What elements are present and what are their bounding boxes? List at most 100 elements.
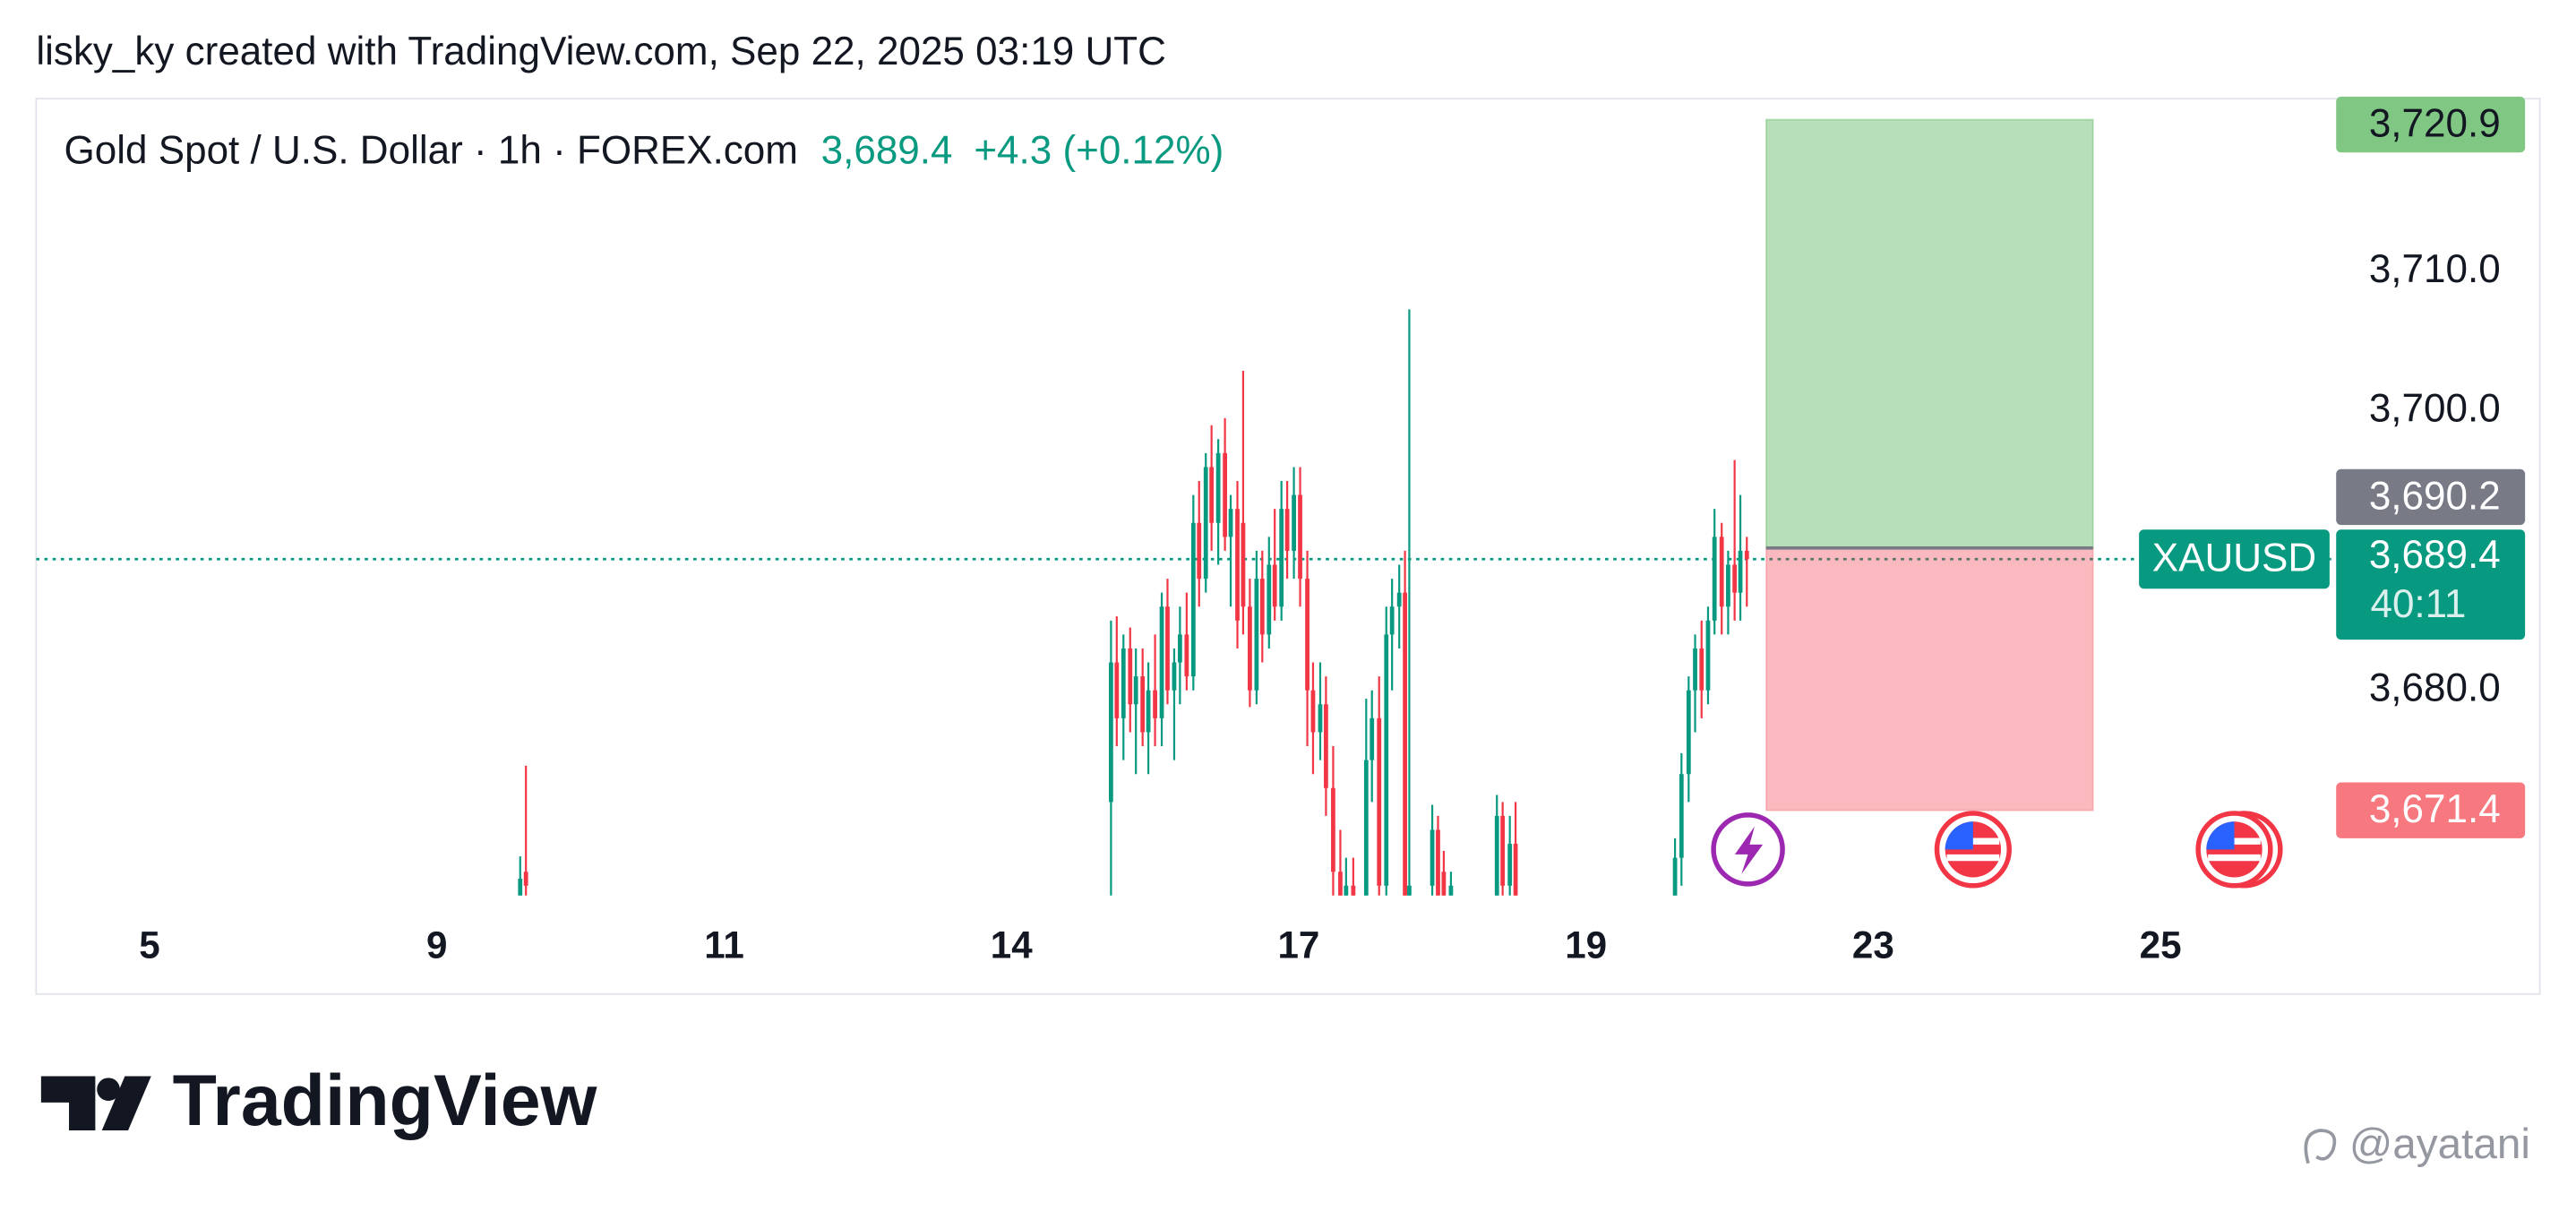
candle-body: [1128, 648, 1133, 705]
candle-body: [1744, 550, 1749, 560]
candle-body: [1377, 717, 1382, 886]
y-tick-label: 3,710.0: [2369, 247, 2501, 291]
candle-body: [1331, 787, 1335, 872]
candle-body: [1363, 760, 1369, 896]
candle-body: [1114, 662, 1120, 718]
candle-body: [1318, 704, 1323, 733]
candle-body: [1513, 844, 1518, 896]
countdown: 40:11: [2370, 582, 2466, 626]
event-icon: [2195, 811, 2283, 889]
candle-body: [518, 879, 523, 896]
candle-body: [1267, 564, 1272, 635]
candle-body: [1430, 829, 1435, 886]
last-price-box: [2336, 529, 2526, 640]
candle-body: [1407, 885, 1412, 896]
candle-body: [1396, 592, 1402, 607]
candle-body: [1712, 537, 1717, 621]
candle-body: [1732, 564, 1738, 593]
candle-body: [1338, 872, 1343, 896]
candle-body: [523, 872, 528, 886]
header: lisky_ky created with TradingView.com, S…: [36, 30, 1166, 73]
stop-label: 3,671.4: [2369, 787, 2501, 831]
candle-body: [1344, 885, 1349, 896]
watermark-icon: [2304, 1129, 2337, 1164]
stop-label-box: [2336, 782, 2526, 838]
candle-body: [1235, 509, 1240, 621]
candle-body: [1197, 522, 1202, 580]
x-tick-label: 23: [1852, 924, 1894, 966]
x-tick-label: 14: [991, 924, 1033, 966]
symbol-box: [2139, 529, 2330, 589]
candle-body: [1500, 815, 1506, 886]
candle-body: [1351, 885, 1356, 896]
candle-body: [1184, 634, 1189, 677]
profit-zone: [1765, 118, 2094, 549]
candle-body: [1140, 676, 1146, 733]
candle-body: [1241, 522, 1246, 607]
candle-body: [1203, 467, 1208, 580]
candle-body: [1190, 522, 1196, 677]
watermark: @ayatani: [2349, 1121, 2530, 1168]
candle-body: [1693, 648, 1697, 691]
candle-body: [1494, 815, 1499, 896]
candle-body: [1284, 509, 1290, 551]
y-tick-label: 3,680.0: [2369, 666, 2501, 709]
legend-change: +4.3 (+0.12%): [974, 128, 1224, 172]
candle-body: [1159, 606, 1164, 718]
candle-body: [1228, 509, 1233, 537]
logo: [40, 1076, 151, 1131]
candle-body: [1165, 606, 1170, 691]
candle-body: [1272, 564, 1277, 607]
candle-body: [1686, 690, 1691, 775]
candle-body: [1223, 452, 1227, 537]
candle-body: [1699, 648, 1704, 691]
symbol-label: XAUUSD: [2152, 537, 2316, 580]
candle-body: [1177, 634, 1182, 663]
x-tick-label: 25: [2140, 924, 2182, 966]
candle-body: [1310, 690, 1316, 733]
candle-body: [1719, 537, 1724, 607]
x-tick-label: 11: [704, 924, 744, 966]
overlay: [1765, 118, 2094, 812]
x-tick-label: 9: [426, 924, 447, 966]
plot-area: [36, 309, 2333, 896]
candle-body: [1298, 494, 1302, 580]
candle-body: [1705, 620, 1711, 691]
candle-body: [1389, 606, 1395, 635]
candle-body: [1146, 690, 1151, 733]
candle-body: [1172, 662, 1177, 691]
candle-body: [1292, 494, 1296, 551]
legend-price: 3,689.4: [821, 128, 953, 172]
candle-body: [1507, 844, 1513, 886]
candle-body: [1153, 690, 1157, 718]
candle-body: [1121, 648, 1126, 718]
candle-body: [1248, 606, 1252, 691]
candle-body: [1441, 872, 1447, 896]
candle-body: [1324, 704, 1328, 788]
last-price-label: 3,689.4: [2369, 533, 2501, 577]
symbol-title: Gold Spot / U.S. Dollar · 1h · FOREX.com: [64, 128, 798, 172]
entry-label: 3,690.2: [2369, 474, 2501, 518]
candle-body: [1436, 829, 1440, 896]
candle-body: [1109, 662, 1113, 803]
candle-body: [1738, 550, 1743, 593]
candle-body: [1384, 634, 1389, 886]
x-tick-label: 19: [1565, 924, 1607, 966]
candle-body: [1279, 509, 1284, 607]
y-tick-label: 3,700.0: [2369, 387, 2501, 431]
candle-body: [1672, 857, 1678, 896]
entry-label-box: [2336, 468, 2526, 526]
candle-body: [1726, 564, 1730, 607]
price-axis: 3,680.0 3,700.0 3,710.0 3,720.9 3,690.2 3,671…: [2139, 96, 2526, 838]
candle-body: [1215, 452, 1221, 523]
candle-body: [1370, 717, 1375, 760]
target-label-box: [2336, 96, 2526, 153]
target-label: 3,720.9: [2369, 101, 2501, 145]
x-tick-label: 17: [1277, 924, 1319, 966]
event-icon: [1934, 811, 2012, 889]
loss-zone: [1765, 546, 2094, 812]
candle-body: [1254, 579, 1259, 691]
candle-body: [1448, 885, 1454, 896]
